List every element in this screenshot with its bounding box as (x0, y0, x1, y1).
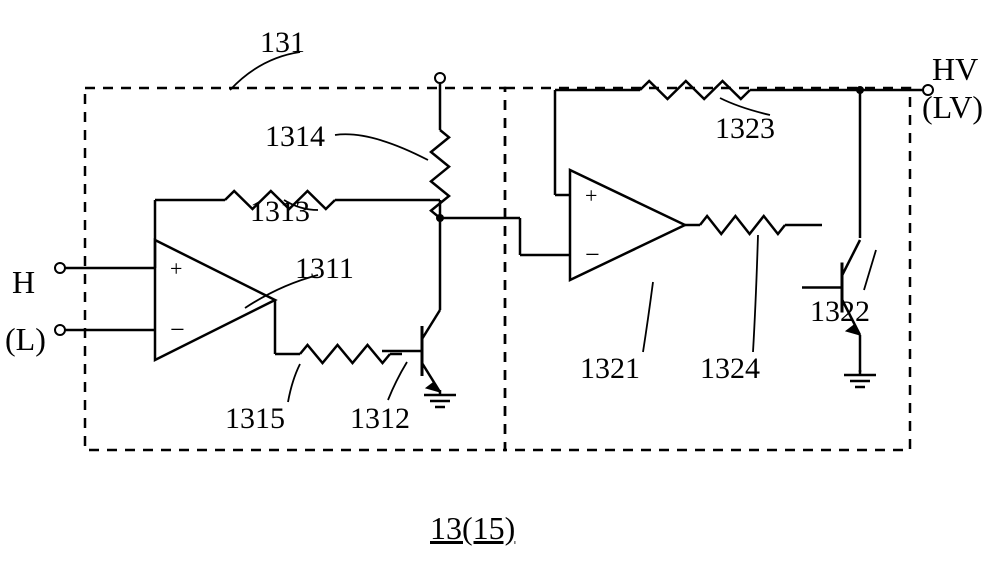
ref-1313: 1313 (250, 195, 310, 229)
terminal-HV-label: HV (932, 52, 978, 87)
ref-1312: 1312 (350, 402, 410, 436)
circuit-diagram: + − + − (0, 0, 1000, 562)
svg-text:+: + (170, 256, 182, 281)
figure-label: 13(15) (430, 510, 515, 547)
ref-1321: 1321 (580, 352, 640, 386)
ref-1322: 1322 (810, 295, 870, 329)
svg-text:+: + (585, 183, 597, 208)
svg-text:−: − (170, 315, 185, 344)
terminal-LV-label: (LV) (922, 90, 983, 125)
ref-1311: 1311 (295, 252, 354, 286)
terminal-H-label: H (12, 265, 35, 300)
ref-1314: 1314 (265, 120, 325, 154)
ref-1323: 1323 (715, 112, 775, 146)
ref-1324: 1324 (700, 352, 760, 386)
svg-text:−: − (585, 240, 600, 269)
ref-1315: 1315 (225, 402, 285, 436)
ref-131: 131 (260, 26, 305, 60)
terminal-L-label: (L) (5, 322, 46, 357)
